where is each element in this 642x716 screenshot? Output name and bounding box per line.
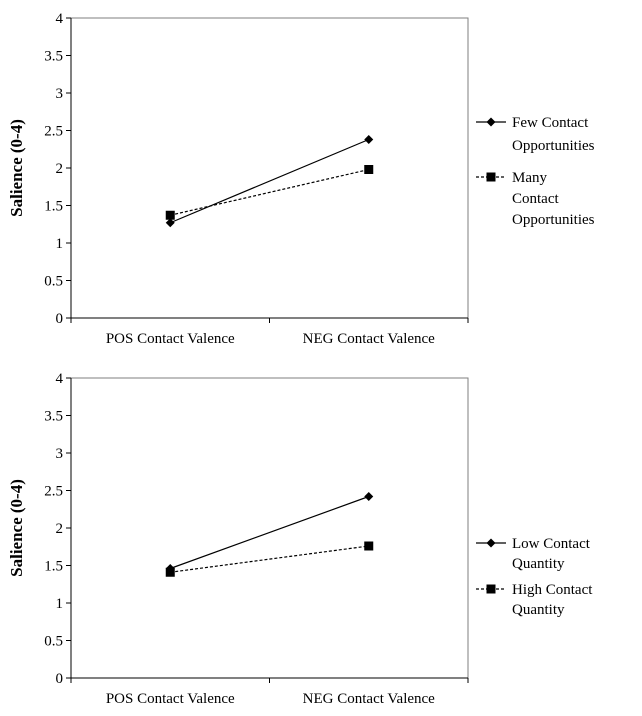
legend-label-1: Few Contact Opportunities [512, 115, 595, 154]
y-tick-label: 2 [56, 521, 64, 537]
plot-area-border [70, 377, 469, 679]
legend-label-2: High Contact Quantity [512, 582, 593, 618]
y-tick-label: 2.5 [44, 124, 63, 140]
legend-label-1: Low Contact Quantity [512, 536, 591, 572]
x-tick-label: POS Contact Valence [106, 331, 235, 347]
y-tick-label: 3 [56, 86, 64, 102]
y-tick-label: 2.5 [44, 484, 63, 500]
data-point-diamond [165, 218, 175, 228]
y-tick-label: 3 [56, 446, 64, 462]
legend: Few Contact Opportunities Many Contact Oppor… [476, 115, 595, 228]
series-line-2 [170, 545, 369, 573]
chart-2: 0 0.5 1 1.5 2 2.5 3 3.5 4 POS Contact Valence NEG … [7, 371, 593, 707]
y-tick-label: 1.5 [44, 559, 63, 575]
series-line-1 [170, 495, 369, 570]
y-tick-label: 3.5 [44, 409, 63, 425]
y-tick-label: 1 [56, 596, 64, 612]
x-tick-label: NEG Contact Valence [303, 331, 436, 347]
y-tick-label: 0.5 [44, 274, 63, 290]
legend-label-2: Many Contact Opportunities [512, 170, 595, 228]
y-axis-title: Salience (0-4) [7, 119, 26, 217]
legend-marker-diamond [486, 538, 496, 548]
series-line-2 [170, 168, 369, 216]
y-tick-label: 0 [56, 671, 64, 687]
legend: Low Contact Quantity High Contact Quantity [476, 536, 593, 618]
y-tick-label: 1.5 [44, 199, 63, 215]
y-tick-label: 2 [56, 161, 64, 177]
y-tick-label: 3.5 [44, 49, 63, 65]
legend-marker-diamond [486, 117, 496, 127]
legend-marker-square [486, 172, 496, 182]
x-tick-label: NEG Contact Valence [303, 691, 436, 707]
plot-area-border [70, 17, 469, 319]
data-point-diamond [364, 492, 374, 501]
legend-marker-square [486, 584, 496, 594]
y-tick-label: 4 [56, 11, 64, 27]
y-tick-label: 4 [56, 371, 64, 387]
y-tick-label: 1 [56, 236, 64, 252]
y-tick-label: 0 [56, 311, 64, 327]
data-point-square [165, 210, 175, 220]
data-point-square [364, 165, 374, 174]
x-tick-label: POS Contact Valence [106, 691, 235, 707]
data-point-square [364, 541, 374, 551]
chart-1: 0 0.5 1 1.5 2 2.5 3 3.5 4 POS Contact Valence NEG … [7, 11, 595, 347]
data-point-diamond [364, 135, 374, 144]
data-point-square [165, 567, 175, 577]
series-line-1 [170, 138, 369, 224]
y-axis-title: Salience (0-4) [7, 479, 26, 577]
y-tick-label: 0.5 [44, 634, 63, 650]
